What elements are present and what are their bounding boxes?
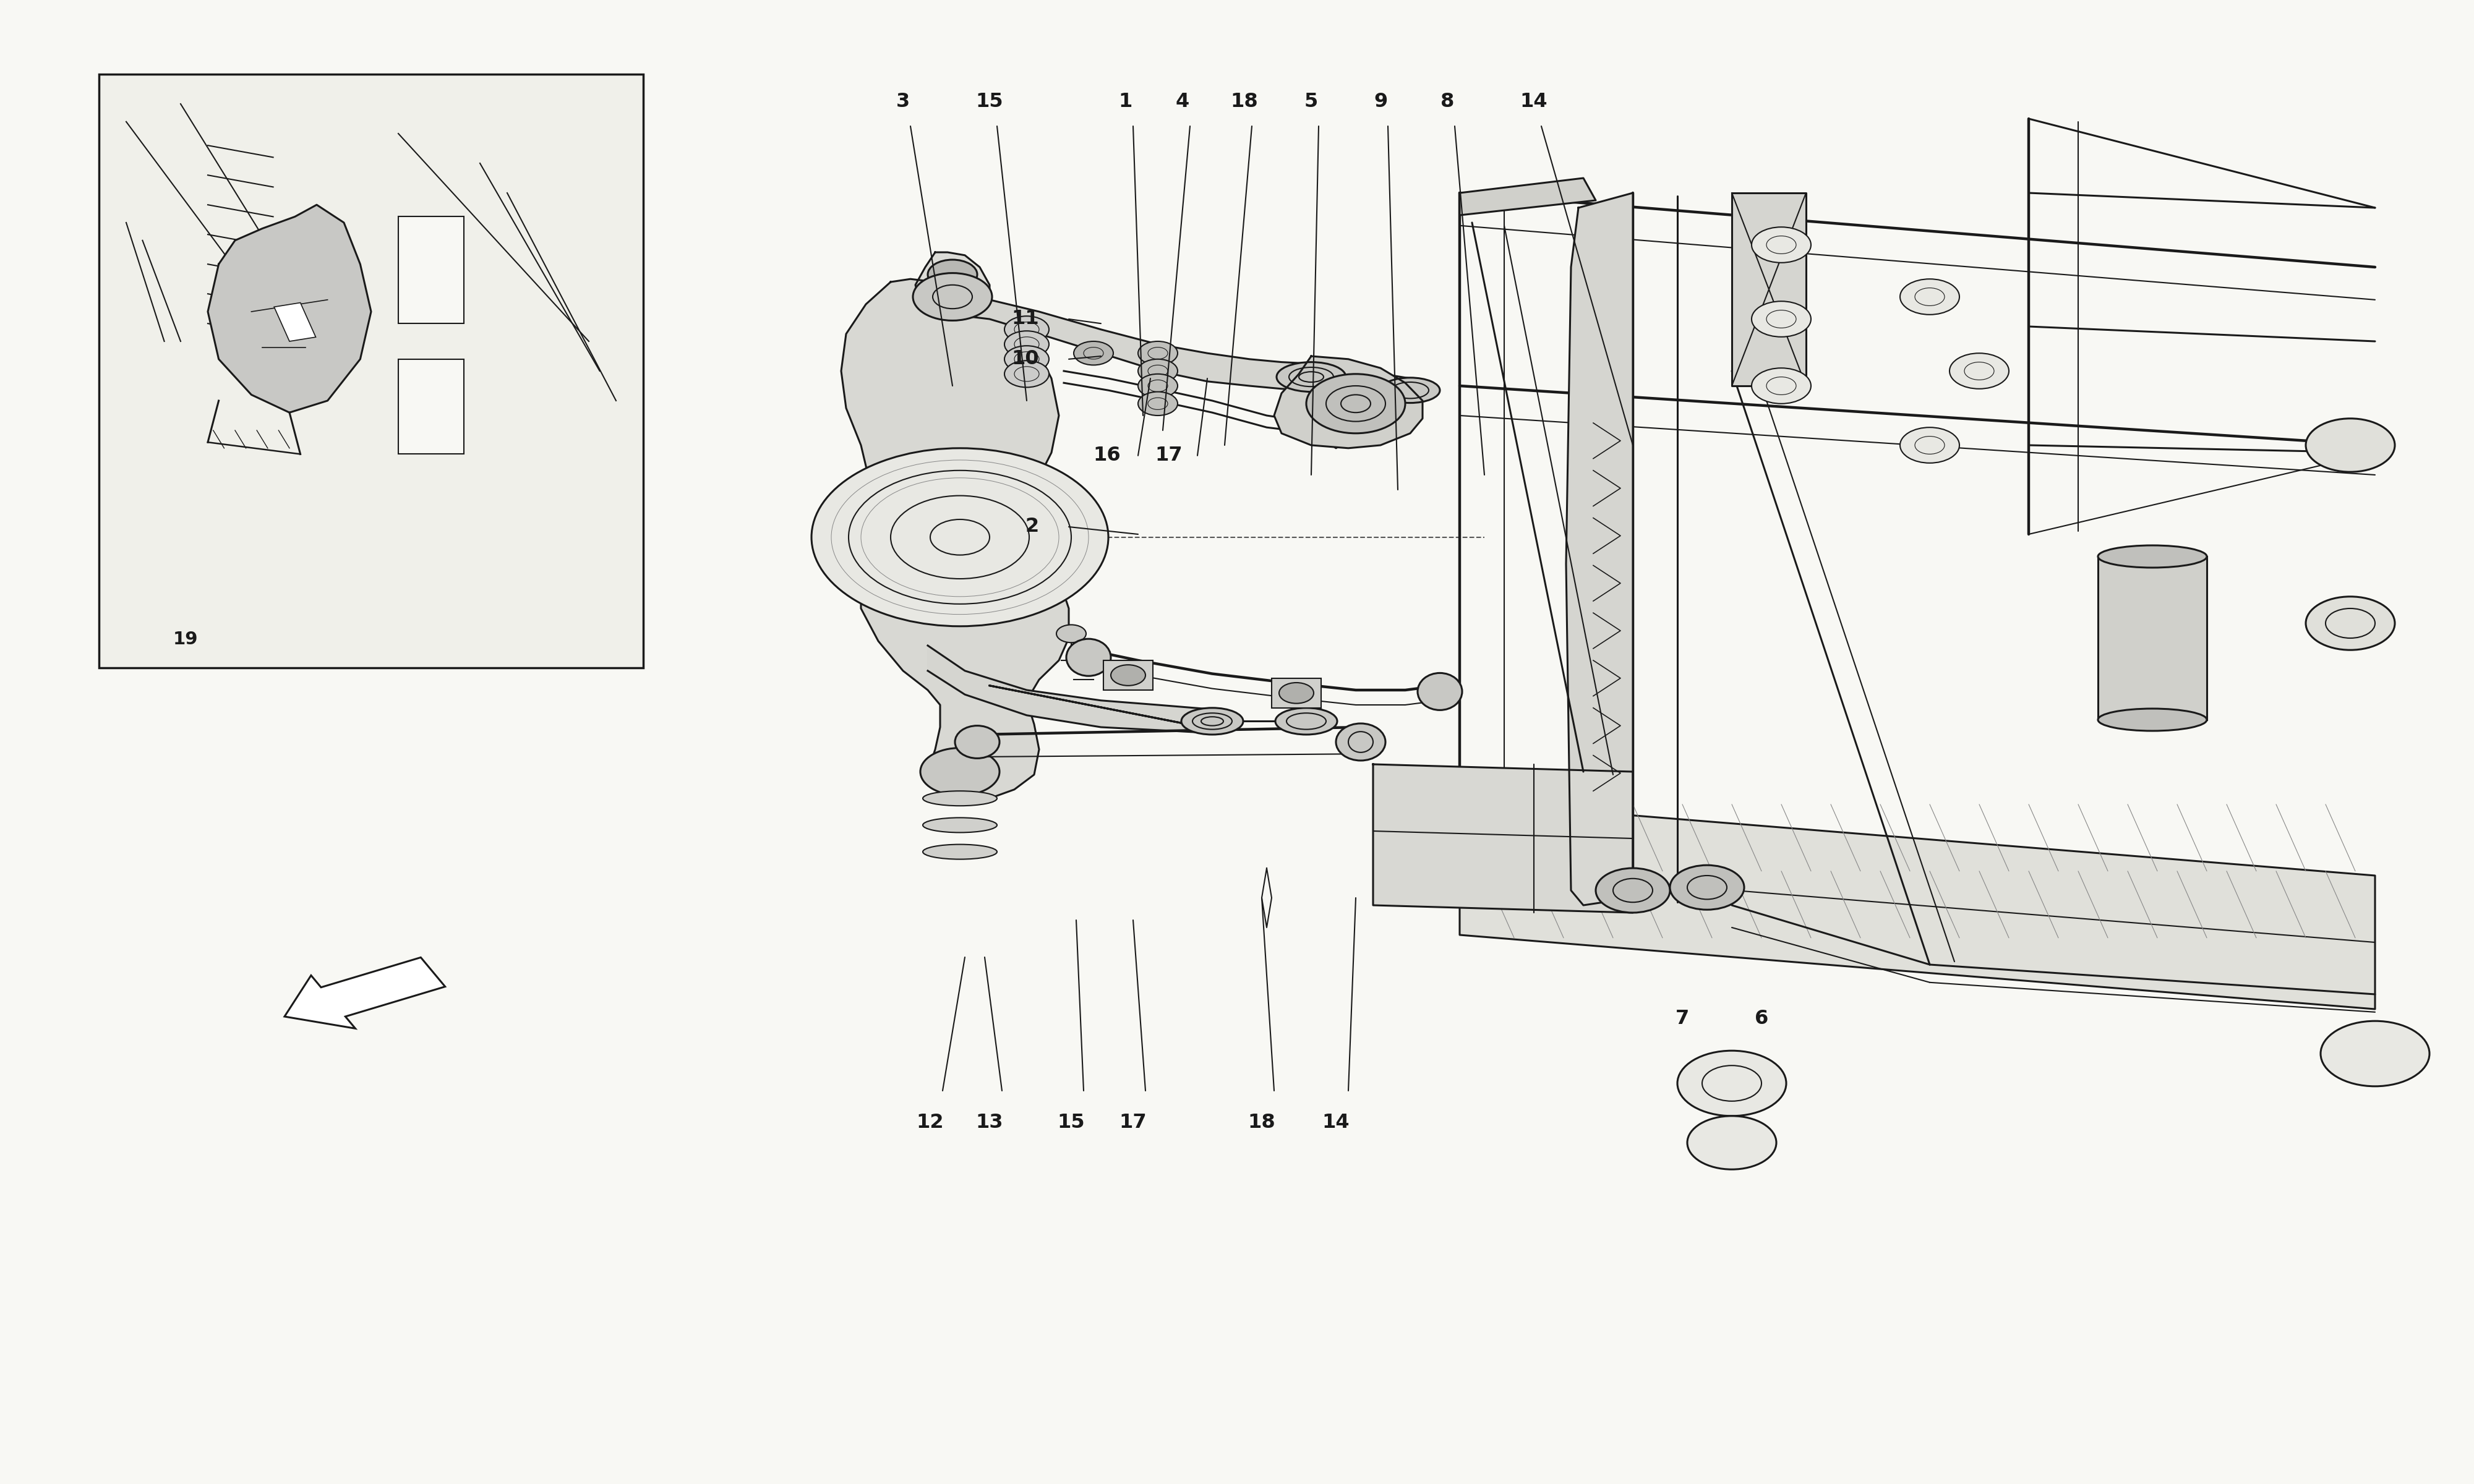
Polygon shape <box>1460 178 1596 215</box>
Circle shape <box>920 748 999 795</box>
Ellipse shape <box>923 818 997 833</box>
Circle shape <box>1138 359 1178 383</box>
Polygon shape <box>952 297 1311 390</box>
Ellipse shape <box>2098 709 2207 732</box>
Text: 4: 4 <box>1175 92 1190 111</box>
Text: 17: 17 <box>1155 447 1183 464</box>
Ellipse shape <box>1336 723 1385 760</box>
Circle shape <box>928 260 977 289</box>
Circle shape <box>1138 374 1178 398</box>
Polygon shape <box>1566 193 1633 905</box>
Text: 12: 12 <box>915 1113 945 1132</box>
Ellipse shape <box>923 791 997 806</box>
Circle shape <box>2306 418 2395 472</box>
Text: 9: 9 <box>1373 92 1388 111</box>
Circle shape <box>1004 346 1049 372</box>
Circle shape <box>913 273 992 321</box>
Text: 15: 15 <box>1056 1113 1086 1132</box>
FancyArrow shape <box>285 957 445 1028</box>
FancyBboxPatch shape <box>99 74 643 668</box>
Text: 14: 14 <box>1321 1113 1351 1132</box>
Text: 15: 15 <box>975 92 1004 111</box>
Circle shape <box>1074 341 1113 365</box>
Circle shape <box>1687 1116 1776 1169</box>
Text: 3: 3 <box>896 92 910 111</box>
Circle shape <box>1111 665 1145 686</box>
Circle shape <box>2321 1021 2429 1086</box>
Ellipse shape <box>2098 545 2207 567</box>
Bar <box>1272 678 1321 708</box>
Circle shape <box>1056 625 1086 643</box>
Circle shape <box>1004 331 1049 358</box>
Text: 11: 11 <box>1012 310 1039 328</box>
Polygon shape <box>1274 356 1423 448</box>
Bar <box>398 359 463 454</box>
Ellipse shape <box>923 844 997 859</box>
Polygon shape <box>1732 193 1806 386</box>
Circle shape <box>2306 597 2395 650</box>
Ellipse shape <box>1066 638 1111 675</box>
Polygon shape <box>841 279 1069 798</box>
Text: 14: 14 <box>1519 92 1549 111</box>
Text: 10: 10 <box>1012 350 1039 368</box>
Circle shape <box>1138 392 1178 416</box>
Bar <box>1103 660 1153 690</box>
Text: 19: 19 <box>173 631 198 649</box>
Circle shape <box>1752 301 1811 337</box>
Circle shape <box>1596 868 1670 913</box>
Ellipse shape <box>1418 672 1462 709</box>
Circle shape <box>1069 644 1098 662</box>
Polygon shape <box>928 646 1212 733</box>
Circle shape <box>1138 341 1178 365</box>
Circle shape <box>1900 279 1959 315</box>
Text: 1: 1 <box>1118 92 1133 111</box>
Text: 17: 17 <box>1118 1113 1148 1132</box>
Text: 2: 2 <box>1024 518 1039 536</box>
Polygon shape <box>1460 801 2375 1009</box>
Circle shape <box>1752 368 1811 404</box>
Bar <box>275 303 317 341</box>
Text: 8: 8 <box>1440 92 1455 111</box>
Circle shape <box>1306 374 1405 433</box>
Text: 18: 18 <box>1247 1113 1277 1132</box>
Ellipse shape <box>1183 708 1244 735</box>
Text: 13: 13 <box>975 1113 1004 1132</box>
Text: 16: 16 <box>1094 447 1121 464</box>
Circle shape <box>1950 353 2009 389</box>
Polygon shape <box>915 252 990 315</box>
Ellipse shape <box>955 726 999 758</box>
Circle shape <box>1677 1051 1786 1116</box>
Text: 7: 7 <box>1675 1009 1690 1028</box>
Text: 18: 18 <box>1230 92 1259 111</box>
Ellipse shape <box>1277 708 1336 735</box>
Ellipse shape <box>1277 362 1346 392</box>
Circle shape <box>1670 865 1744 910</box>
Polygon shape <box>1373 764 1633 913</box>
Circle shape <box>1004 361 1049 387</box>
Circle shape <box>1004 316 1049 343</box>
Bar <box>2098 556 2207 720</box>
Circle shape <box>1900 427 1959 463</box>
Circle shape <box>1752 227 1811 263</box>
Bar <box>398 217 463 324</box>
Text: 5: 5 <box>1304 92 1319 111</box>
Polygon shape <box>208 205 371 413</box>
Text: 6: 6 <box>1754 1009 1769 1028</box>
Circle shape <box>811 448 1108 626</box>
Circle shape <box>1279 683 1314 703</box>
Ellipse shape <box>1380 377 1440 402</box>
